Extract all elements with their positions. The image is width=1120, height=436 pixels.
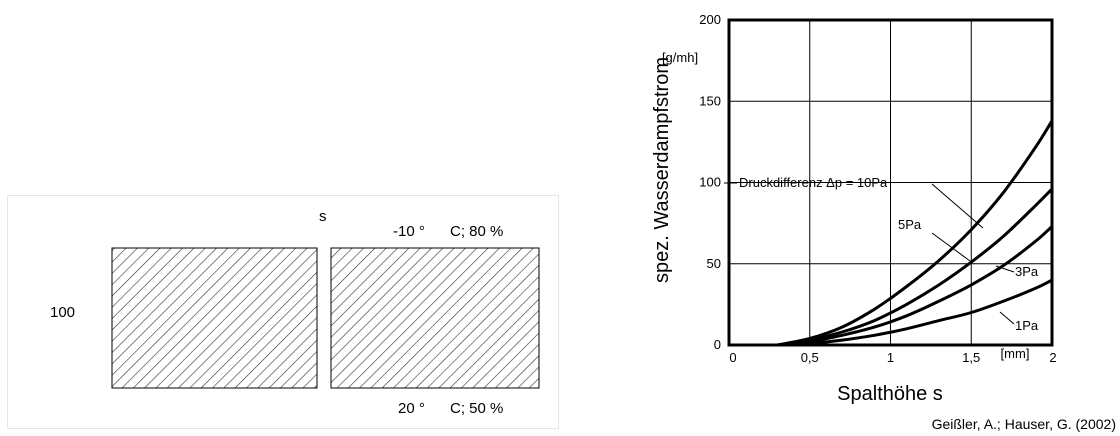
annotation-leader-5pa xyxy=(931,232,971,262)
annotation-leader-3pa xyxy=(995,265,1015,273)
series-lines xyxy=(777,120,1054,347)
y-tick-label: 0 xyxy=(714,337,721,352)
series-label-1pa: 1Pa xyxy=(1015,318,1039,333)
x-tick-label: 2 xyxy=(1049,350,1056,365)
series-label-3pa: 3Pa xyxy=(1015,264,1039,279)
outdoor-temperature: -10 ° xyxy=(393,223,425,240)
x-unit-label: [mm] xyxy=(1001,346,1030,361)
x-tick-label: 0 xyxy=(729,350,736,365)
y-tick-label: 50 xyxy=(707,256,721,271)
dimension-label: 100 xyxy=(50,304,76,321)
x-tick-label: 1,5 xyxy=(962,350,980,365)
series-label-5pa: 5Pa xyxy=(898,217,922,232)
y-tick-label: 200 xyxy=(699,12,721,27)
wall-gap-drawing xyxy=(111,247,540,389)
annotation-leader-1pa xyxy=(999,311,1015,325)
grid xyxy=(729,20,1052,345)
left-wall-block xyxy=(111,247,318,389)
y-unit-label: [g/mh] xyxy=(662,50,698,65)
y-axis-title: spez. Wasserdampfstrom xyxy=(651,57,673,283)
tick-labels: 0 0,5 1 1,5 2 0 50 100 150 200 xyxy=(699,12,1056,365)
y-tick-label: 100 xyxy=(699,175,721,190)
gap-label: s xyxy=(319,208,327,225)
series-label-10pa: 10Pa xyxy=(857,175,888,190)
y-tick-label: 150 xyxy=(699,93,721,108)
outdoor-humidity: C; 80 % xyxy=(450,223,504,240)
series-line-3pa xyxy=(777,225,1054,347)
wall-gap-figure: s 100 -10 ° C; 80 % 20 ° C; 50 % xyxy=(8,196,558,428)
x-axis-title: Spalthöhe s xyxy=(837,383,943,405)
citation: Geißler, A.; Hauser, G. (2002) xyxy=(931,416,1116,432)
vapour-flow-chart: 0 0,5 1 1,5 2 0 50 100 150 200 [g/mh] [mm] Spalth… xyxy=(651,12,1057,405)
annotation-leader-10pa-b xyxy=(931,183,984,229)
indoor-humidity: C; 50 % xyxy=(450,400,504,417)
series-prefix-label: Druckdifferenz Δp = 10Pa xyxy=(739,175,888,190)
series-line-5pa xyxy=(777,187,1054,347)
series-line-1pa xyxy=(777,278,1053,347)
series-line-10pa xyxy=(777,120,1054,347)
x-tick-label: 0,5 xyxy=(801,350,819,365)
x-tick-label: 1 xyxy=(887,350,894,365)
right-wall-block xyxy=(330,247,540,389)
indoor-temperature: 20 ° xyxy=(398,400,425,417)
